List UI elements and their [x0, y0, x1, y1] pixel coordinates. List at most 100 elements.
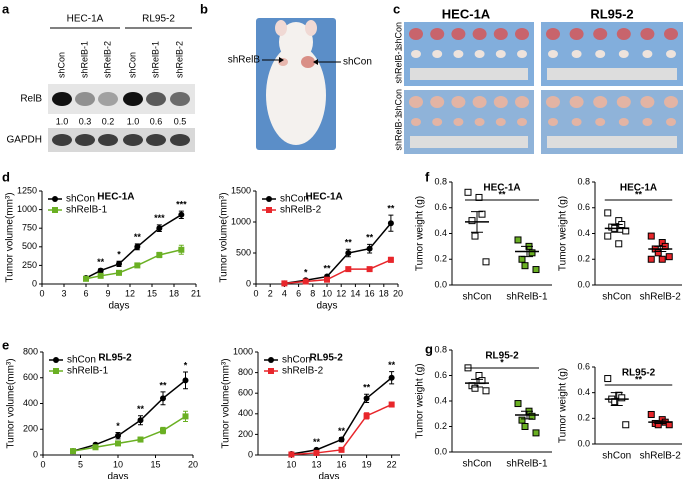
mouse-body [266, 45, 326, 145]
x-axis-label: days [107, 472, 128, 479]
band [170, 134, 190, 146]
x-tick-label: 18 [169, 288, 179, 298]
legend-label: shRelB-1 [66, 205, 108, 216]
point [178, 211, 185, 218]
tumor [432, 118, 443, 126]
y-axis-label: Tumor weight (g) [415, 196, 426, 271]
mouse-label: shRelB [228, 55, 261, 66]
significance: ** [338, 426, 346, 436]
y-tick-label: 0.2 [577, 254, 590, 264]
x-tick-label: 12 [336, 288, 346, 298]
y-tick-label: 1000 [231, 216, 251, 226]
x-tick-label: shCon [602, 451, 631, 462]
x-tick-label: shRelB-2 [640, 292, 682, 303]
tumor [642, 118, 653, 126]
chart-title: HEC-1A [306, 192, 343, 203]
series-line [72, 379, 186, 452]
y-tick-label: 400 [23, 398, 38, 408]
tumor [430, 96, 445, 108]
y-axis-label: Tumor weight (g) [558, 196, 569, 271]
y-tick-label: 600 [23, 372, 38, 382]
x-axis-label: days [318, 472, 339, 479]
ruler [547, 136, 677, 148]
significance: ** [97, 257, 105, 267]
x-tick-label: 6 [296, 288, 301, 298]
x-tick-label: 20 [188, 459, 198, 469]
point [366, 245, 373, 252]
x-tick-label: 9 [105, 288, 110, 298]
band [75, 92, 95, 106]
series-line [284, 259, 392, 285]
tumor [571, 50, 582, 58]
tumor [301, 56, 315, 68]
panel-label: d [2, 169, 10, 184]
x-tick-label: 5 [78, 459, 83, 469]
tumor [451, 96, 466, 108]
y-tick-label: 0.0 [577, 279, 590, 289]
lane-label: shRelB-2 [174, 41, 184, 78]
tumor [493, 28, 508, 40]
point [471, 384, 479, 392]
point [160, 427, 166, 434]
tumor [569, 28, 584, 40]
point [363, 412, 370, 419]
point [514, 400, 522, 408]
y-tick-label: 0.2 [434, 254, 447, 264]
point [521, 262, 529, 270]
point [622, 421, 630, 429]
legend-marker [52, 196, 58, 202]
x-tick-label: 12 [125, 288, 135, 298]
x-tick-label: 21 [191, 288, 201, 298]
arrow-head [313, 59, 318, 65]
tumor [571, 118, 582, 126]
row-label: RelB [20, 94, 42, 105]
band [146, 92, 166, 106]
y-tick-label: 0.4 [434, 395, 447, 405]
chart-title: RL95-2 [622, 368, 656, 379]
cell-line-label: HEC-1A [67, 14, 104, 25]
tumor [411, 118, 421, 126]
point [482, 258, 490, 266]
mouse-label: shCon [343, 57, 372, 68]
legend-marker [268, 357, 274, 363]
quantification: 1.0 [56, 116, 69, 126]
ruler [410, 68, 528, 80]
error-bar [471, 211, 483, 233]
chart-title: RL95-2 [98, 353, 132, 364]
point [70, 448, 76, 455]
tumor [593, 28, 608, 40]
point [302, 278, 309, 285]
point [647, 255, 655, 263]
x-tick-label: 10 [113, 459, 123, 469]
x-tick-label: 22 [387, 459, 397, 469]
point [654, 249, 662, 257]
significance: *** [154, 213, 165, 223]
x-tick-label: 8 [310, 288, 315, 298]
legend-label: shRelB-2 [280, 205, 322, 216]
y-axis-label: Tumor volume(mm³) [5, 192, 16, 282]
row-label: shRelB-1 [393, 113, 403, 150]
tumor [409, 28, 423, 40]
x-tick-label: 20 [393, 288, 403, 298]
point [464, 188, 472, 196]
y-tick-label: 0.2 [577, 413, 590, 423]
point [156, 251, 163, 258]
y-tick-label: 600 [238, 388, 253, 398]
tumor [640, 28, 655, 40]
lane-label: shRelB-2 [102, 41, 112, 78]
y-tick-label: 750 [22, 223, 37, 233]
x-axis-label: days [316, 301, 337, 312]
tumor [409, 96, 423, 108]
tumor [664, 28, 678, 40]
y-tick-label: 0 [246, 278, 251, 288]
y-tick-label: 0 [32, 278, 37, 288]
panel-label: c [393, 1, 400, 16]
legend-marker [52, 207, 58, 213]
tumor [618, 50, 629, 58]
significance: ** [498, 189, 506, 199]
point [647, 410, 655, 418]
x-tick-label: 13 [311, 459, 321, 469]
y-tick-label: 1250 [17, 185, 37, 195]
point [615, 240, 623, 248]
